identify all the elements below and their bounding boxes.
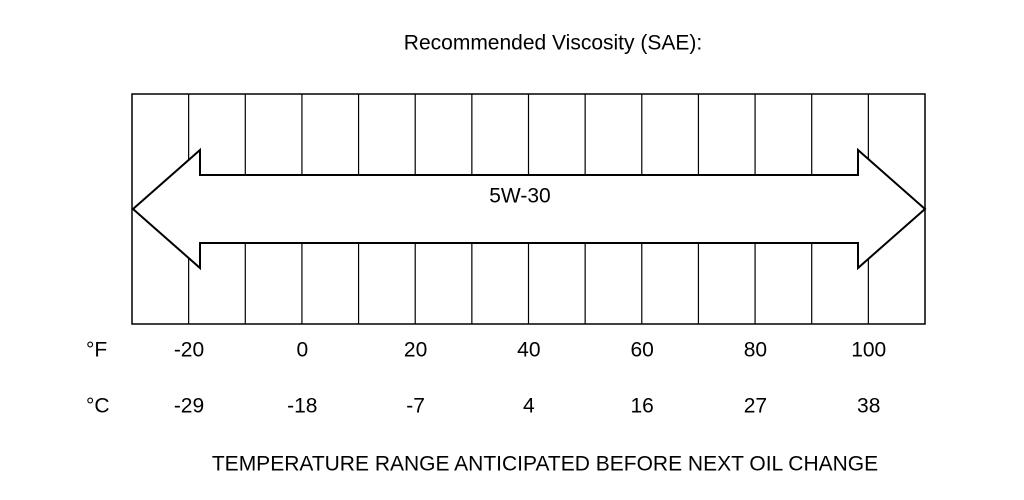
unit-label: °F — [86, 339, 107, 362]
temperature-label: 27 — [744, 395, 767, 418]
temperature-label: 100 — [851, 339, 886, 362]
temperature-label: -20 — [174, 339, 204, 362]
oil-grade-label: 5W-30 — [489, 185, 550, 208]
temperature-label: 38 — [857, 395, 880, 418]
temperature-label: 0 — [296, 339, 308, 362]
footer: TEMPERATURE RANGE ANTICIPATED BEFORE NEX… — [212, 453, 878, 476]
temperature-label: -18 — [287, 395, 317, 418]
temperature-label: 80 — [744, 339, 767, 362]
temperature-label: -7 — [406, 395, 425, 418]
range-arrow — [131, 147, 927, 271]
temperature-label: 60 — [630, 339, 653, 362]
temperature-label: 20 — [404, 339, 427, 362]
unit-label: °C — [86, 395, 110, 418]
temperature-label: 40 — [517, 339, 540, 362]
temperature-label: 16 — [630, 395, 653, 418]
temperature-label: -29 — [174, 395, 204, 418]
title: Recommended Viscosity (SAE): — [404, 32, 702, 55]
temperature-label: 4 — [523, 395, 535, 418]
